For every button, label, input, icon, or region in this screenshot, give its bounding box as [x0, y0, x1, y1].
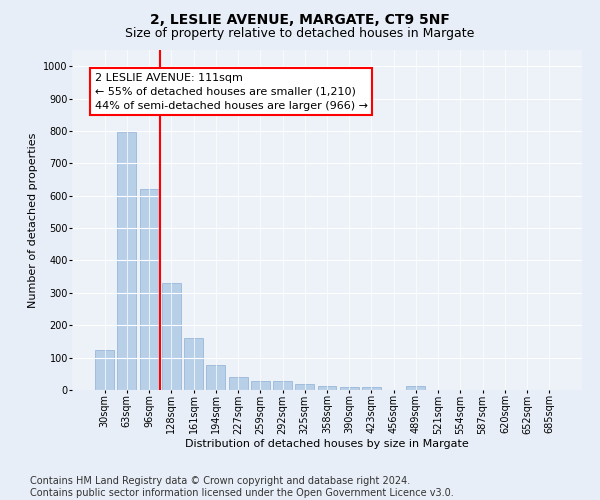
X-axis label: Distribution of detached houses by size in Margate: Distribution of detached houses by size … — [185, 439, 469, 449]
Bar — [95, 350, 114, 390]
Bar — [229, 377, 248, 390]
Text: 2 LESLIE AVENUE: 111sqm
← 55% of detached houses are smaller (1,210)
44% of semi: 2 LESLIE AVENUE: 111sqm ← 55% of detache… — [95, 72, 368, 110]
Bar — [251, 380, 270, 390]
Bar — [362, 387, 381, 390]
Bar — [340, 387, 359, 390]
Bar — [317, 386, 337, 390]
Y-axis label: Number of detached properties: Number of detached properties — [28, 132, 38, 308]
Bar — [273, 382, 292, 390]
Text: Size of property relative to detached houses in Margate: Size of property relative to detached ho… — [125, 28, 475, 40]
Text: 2, LESLIE AVENUE, MARGATE, CT9 5NF: 2, LESLIE AVENUE, MARGATE, CT9 5NF — [150, 12, 450, 26]
Bar — [206, 364, 225, 390]
Bar — [184, 338, 203, 390]
Bar — [118, 132, 136, 390]
Bar — [140, 189, 158, 390]
Bar — [295, 384, 314, 390]
Bar — [406, 386, 425, 390]
Text: Contains HM Land Registry data © Crown copyright and database right 2024.
Contai: Contains HM Land Registry data © Crown c… — [30, 476, 454, 498]
Bar — [162, 283, 181, 390]
